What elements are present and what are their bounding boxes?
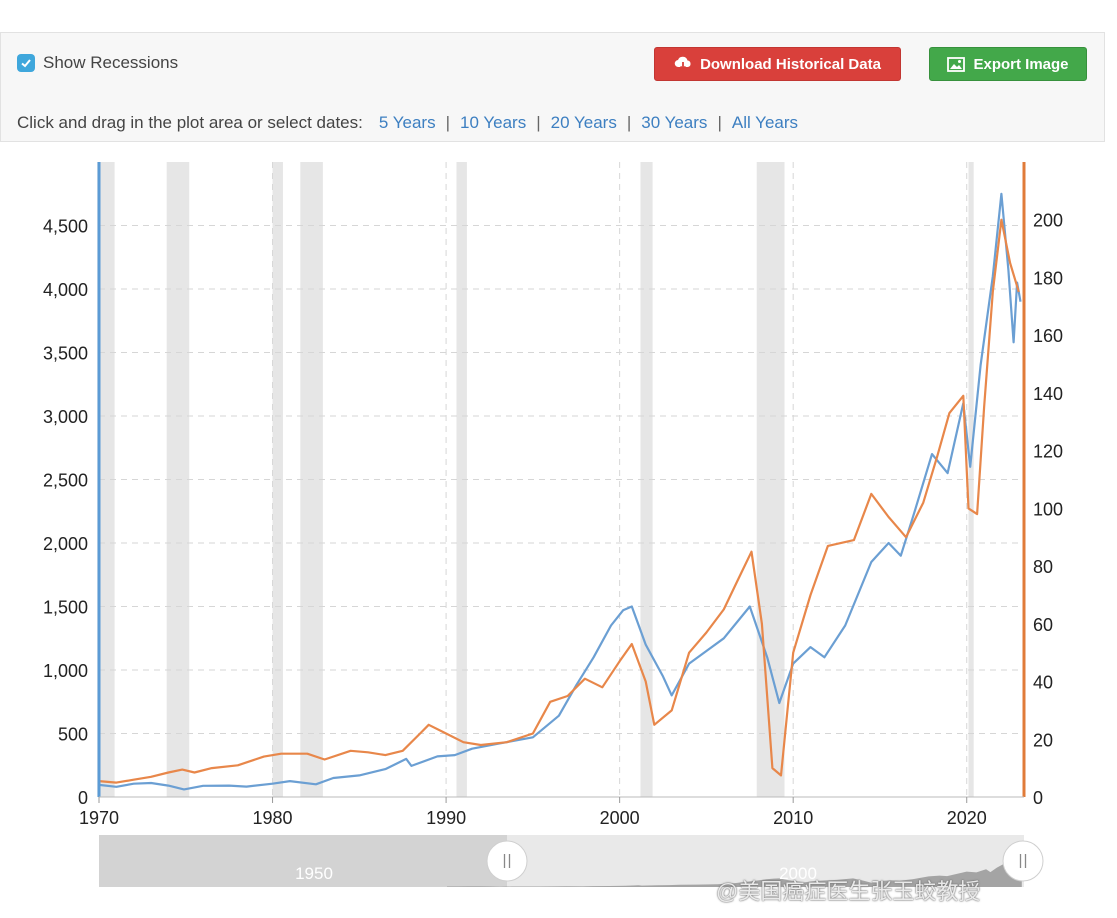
y-tick-label-left: 4,500	[43, 217, 88, 237]
export-image-button[interactable]: Export Image	[929, 47, 1087, 81]
recession-band	[97, 162, 115, 797]
recession-band	[456, 162, 467, 797]
download-button-label: Download Historical Data	[700, 55, 881, 73]
range-10-years-link[interactable]: 10 Years	[460, 113, 527, 132]
y-tick-label-right: 0	[1033, 788, 1043, 808]
series-line-left-axis	[98, 192, 1022, 791]
y-tick-label-right: 140	[1033, 384, 1063, 404]
y-tick-label-right: 160	[1033, 326, 1063, 346]
series-line-right-axis	[98, 218, 1020, 784]
x-tick-label: 2000	[600, 808, 640, 828]
y-tick-label-left: 2,500	[43, 471, 88, 491]
y-tick-label-left: 4,000	[43, 280, 88, 300]
export-button-label: Export Image	[973, 55, 1069, 73]
navigator-unselected-range	[99, 835, 507, 887]
navigator-area	[447, 859, 1022, 887]
navigator-left-handle[interactable]	[486, 840, 528, 882]
show-recessions-label: Show Recessions	[43, 53, 179, 72]
x-tick-label: 1990	[426, 808, 466, 828]
x-tick-label: 1980	[253, 808, 293, 828]
range-5-years-link[interactable]: 5 Years	[378, 113, 436, 132]
y-tick-label-right: 200	[1033, 211, 1063, 231]
image-icon	[947, 56, 966, 72]
y-tick-label-left: 3,000	[43, 407, 88, 427]
range-separator: |	[536, 113, 541, 132]
y-tick-label-right: 40	[1033, 673, 1053, 693]
navigator-year-label: 2000	[779, 864, 817, 883]
x-tick-label: 2020	[947, 808, 987, 828]
navigator-year-label: 1950	[295, 864, 333, 883]
y-tick-label-left: 3,500	[43, 344, 88, 364]
y-tick-label-left: 1,500	[43, 598, 88, 618]
date-range-selector: Click and drag in the plot area or selec…	[17, 113, 798, 133]
range-20-years-link[interactable]: 20 Years	[550, 113, 617, 132]
cloud-download-icon	[674, 56, 691, 71]
y-tick-label-left: 2,000	[43, 534, 88, 554]
y-tick-label-left: 1,000	[43, 661, 88, 681]
x-tick-label: 2010	[773, 808, 813, 828]
y-tick-label-right: 120	[1033, 442, 1063, 462]
range-30-years-link[interactable]: 30 Years	[641, 113, 708, 132]
checkbox-checked-icon[interactable]	[17, 54, 35, 72]
chart-toolbar: Show Recessions Download Historical Data…	[0, 32, 1105, 142]
watermark-text: @美国癌症医生张玉蛟教授	[716, 879, 981, 904]
y-tick-label-right: 80	[1033, 557, 1053, 577]
y-tick-label-left: 500	[58, 725, 88, 745]
range-all-years-link[interactable]: All Years	[731, 113, 799, 132]
download-historical-data-button[interactable]: Download Historical Data	[654, 47, 901, 81]
y-tick-label-right: 60	[1033, 615, 1053, 635]
navigator-right-handle[interactable]	[1002, 840, 1044, 882]
x-tick-label: 1970	[79, 808, 119, 828]
y-tick-label-right: 20	[1033, 730, 1053, 750]
range-separator: |	[626, 113, 632, 132]
y-tick-label-right: 180	[1033, 268, 1063, 288]
y-tick-label-right: 100	[1033, 499, 1063, 519]
show-recessions-toggle[interactable]: Show Recessions	[17, 53, 178, 73]
y-tick-label-left: 0	[78, 788, 88, 808]
range-separator: |	[717, 113, 722, 132]
date-range-prompt: Click and drag in the plot area or selec…	[17, 113, 363, 132]
range-separator: |	[445, 113, 451, 132]
